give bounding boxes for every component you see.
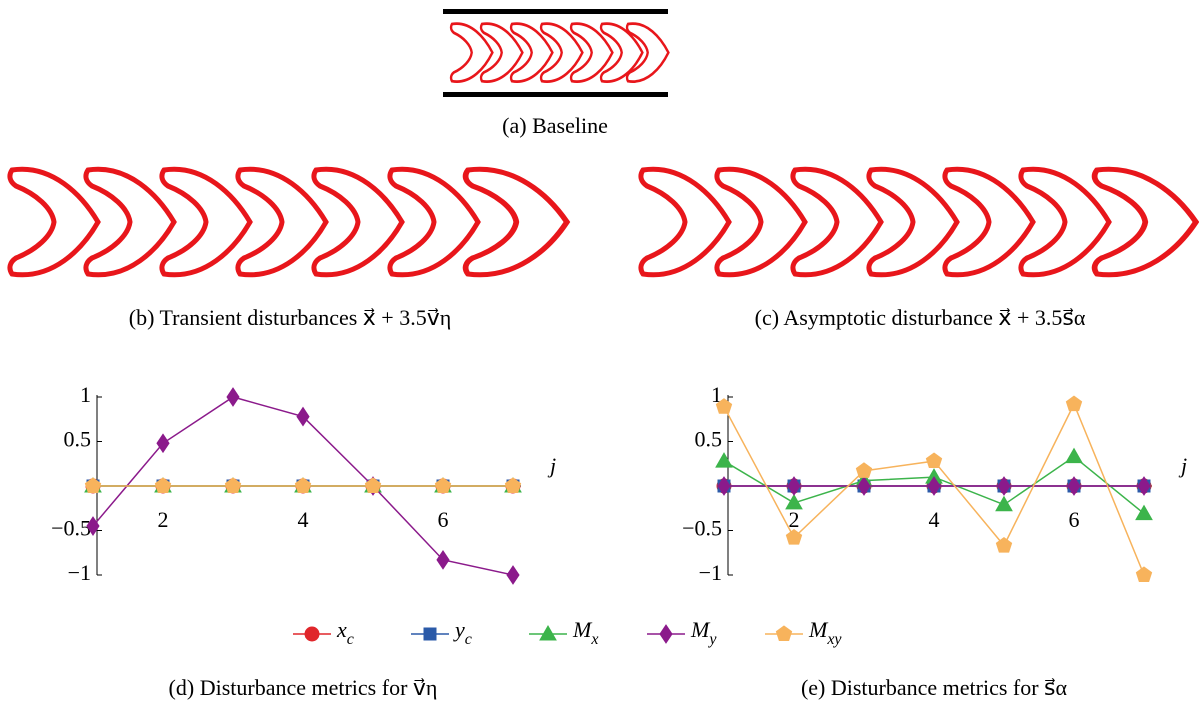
marker [1067, 476, 1081, 496]
marker [927, 476, 941, 496]
wall [443, 9, 668, 14]
marker [294, 477, 312, 493]
marker [715, 398, 733, 414]
y-tick-label: 0.5 [64, 427, 92, 452]
marker [715, 452, 733, 468]
cell [599, 22, 644, 84]
marker [925, 452, 943, 469]
asymptotic-illustration [641, 169, 1196, 275]
legend-label: Mx [572, 617, 598, 648]
marker [1065, 395, 1083, 412]
marker [434, 477, 452, 493]
y-tick-label: 0.5 [695, 427, 723, 452]
marker [997, 476, 1011, 496]
cell [479, 22, 524, 84]
cell [539, 22, 584, 84]
marker [226, 387, 240, 407]
baseline-illustration [443, 9, 670, 97]
x-tick-label: 6 [438, 507, 449, 532]
cell [509, 22, 554, 84]
legend-label: xc [336, 617, 354, 648]
cell [625, 22, 670, 84]
marker [785, 493, 803, 510]
legend-marker [304, 626, 320, 642]
marker [787, 476, 801, 496]
marker [504, 477, 522, 493]
legend-label: yc [453, 617, 472, 648]
cell [449, 22, 494, 84]
marker [1065, 447, 1083, 464]
legend-marker [539, 624, 557, 641]
x-tick-label: 6 [1069, 507, 1080, 532]
marker [995, 495, 1013, 512]
marker [436, 549, 450, 570]
marker [1135, 566, 1153, 582]
x-tick-label: 2 [789, 507, 800, 532]
cell [569, 22, 614, 84]
marker [296, 406, 310, 427]
transient-illustration [10, 169, 567, 275]
caption: (c) Asymptotic disturbance x⃗ + 3.5s⃗α [755, 305, 1086, 330]
x-tick-label: 4 [298, 507, 309, 532]
legend-marker [423, 627, 437, 641]
marker [86, 516, 100, 536]
legend-marker [775, 625, 793, 641]
marker [857, 476, 871, 496]
x-tick-label: 2 [158, 507, 169, 532]
y-tick-label: −0.5 [51, 516, 91, 541]
y-tick-label: 1 [80, 382, 91, 407]
legend-label: My [690, 617, 717, 648]
marker [717, 476, 731, 496]
cell [10, 169, 98, 275]
marker [154, 477, 172, 493]
legend-label: Mxy [808, 617, 842, 648]
marker [1135, 504, 1153, 521]
marker [1137, 476, 1151, 496]
marker [506, 565, 520, 585]
y-tick-label: −0.5 [682, 516, 722, 541]
cells [449, 22, 670, 84]
marker [224, 477, 242, 493]
legend-marker [659, 624, 673, 644]
caption: (d) Disturbance metrics for v⃗η [169, 675, 438, 700]
x-axis-label: j [547, 453, 556, 478]
marker [855, 462, 873, 478]
x-axis-label: j [1178, 453, 1187, 478]
y-tick-label: 1 [711, 382, 722, 407]
y-tick-label: −1 [68, 560, 91, 585]
caption: (b) Transient disturbances x⃗ + 3.5v⃗η [129, 305, 451, 330]
marker [84, 477, 102, 493]
marker [156, 433, 170, 454]
caption: (a) Baseline [502, 113, 608, 138]
marker [995, 537, 1013, 553]
marker [364, 477, 382, 493]
x-tick-label: 4 [929, 507, 940, 532]
cell [641, 169, 729, 275]
y-tick-label: −1 [699, 560, 722, 585]
caption: (e) Disturbance metrics for s⃗α [801, 675, 1068, 700]
marker [785, 529, 803, 545]
wall [443, 92, 668, 97]
